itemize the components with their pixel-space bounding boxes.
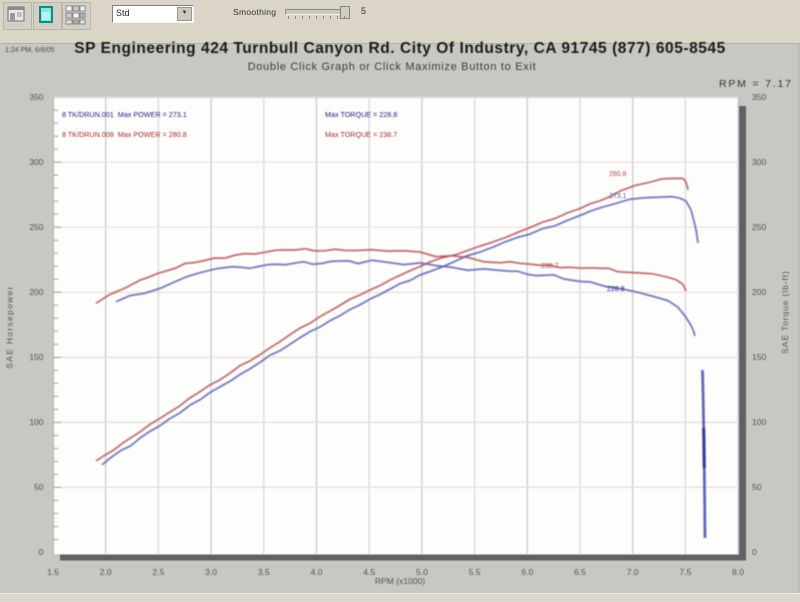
svg-text:250: 250 <box>29 222 43 232</box>
svg-text:4.0: 4.0 <box>311 567 323 577</box>
svg-text:8.0: 8.0 <box>732 567 744 577</box>
svg-text:8 TK/DRUN.008 Max POWER = 280: 8 TK/DRUN.008 Max POWER = 280.8 <box>62 130 187 139</box>
svg-text:7.5: 7.5 <box>679 567 691 577</box>
svg-text:50: 50 <box>34 482 44 492</box>
svg-text:3.0: 3.0 <box>205 567 217 577</box>
svg-text:5.0: 5.0 <box>416 567 428 577</box>
svg-text:300: 300 <box>752 157 766 167</box>
svg-text:6.5: 6.5 <box>574 567 586 577</box>
svg-text:350: 350 <box>752 92 766 102</box>
svg-text:6.0: 6.0 <box>521 567 533 577</box>
svg-text:100: 100 <box>29 417 43 427</box>
svg-text:200: 200 <box>29 287 43 297</box>
svg-text:100: 100 <box>752 417 766 427</box>
svg-text:300: 300 <box>29 157 43 167</box>
svg-text:2.0: 2.0 <box>100 567 112 577</box>
svg-text:RPM (x1000): RPM (x1000) <box>375 576 425 586</box>
svg-text:273.1: 273.1 <box>609 193 627 200</box>
svg-text:0: 0 <box>752 547 757 557</box>
svg-text:Max TORQUE = 238.7: Max TORQUE = 238.7 <box>325 130 397 139</box>
svg-text:228.8: 228.8 <box>607 286 625 293</box>
svg-text:Max TORQUE = 228.8: Max TORQUE = 228.8 <box>325 110 397 119</box>
svg-text:350: 350 <box>29 92 43 102</box>
svg-text:0: 0 <box>39 547 44 557</box>
svg-text:1.5: 1.5 <box>47 567 59 577</box>
svg-text:SAE Torque (lb-ft): SAE Torque (lb-ft) <box>780 270 790 354</box>
svg-text:280.8: 280.8 <box>609 171 627 178</box>
svg-text:7.0: 7.0 <box>627 567 639 577</box>
svg-text:4.5: 4.5 <box>363 567 375 577</box>
svg-text:250: 250 <box>752 222 766 232</box>
svg-text:200: 200 <box>752 287 766 297</box>
svg-text:8 TK/DRUN.001 Max POWER = 273: 8 TK/DRUN.001 Max POWER = 273.1 <box>62 110 187 119</box>
svg-text:150: 150 <box>29 352 43 362</box>
svg-text:5.5: 5.5 <box>469 567 481 577</box>
svg-text:150: 150 <box>752 352 766 362</box>
svg-text:SAE Horsepower: SAE Horsepower <box>5 285 15 368</box>
svg-text:238.7: 238.7 <box>541 263 559 270</box>
svg-text:3.5: 3.5 <box>258 567 270 577</box>
svg-text:2.5: 2.5 <box>152 567 164 577</box>
svg-text:50: 50 <box>752 482 762 492</box>
